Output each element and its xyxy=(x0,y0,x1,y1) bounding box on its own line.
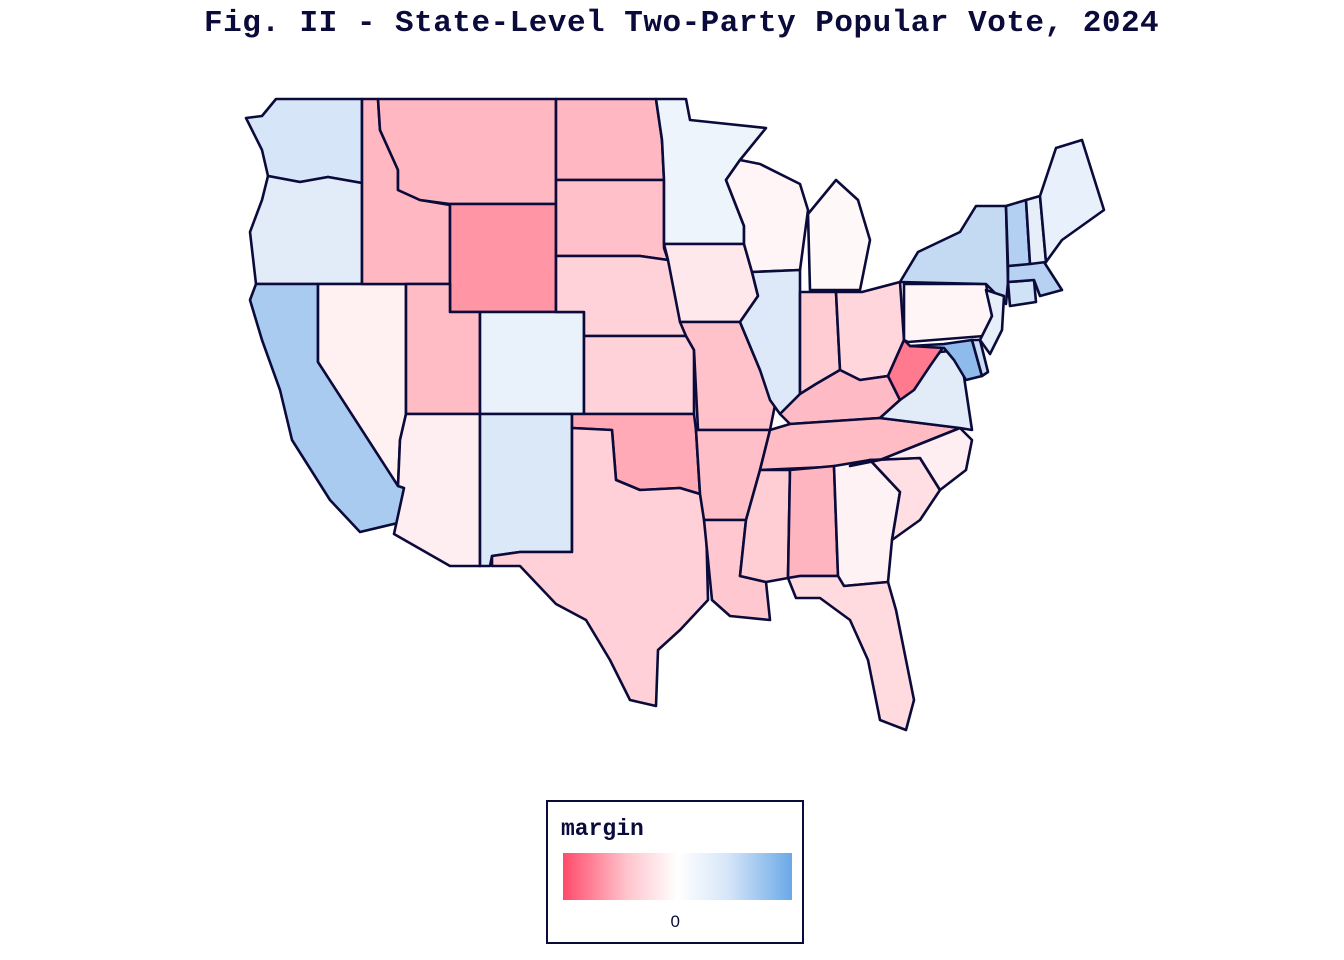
state-CT[interactable] xyxy=(1006,278,1038,308)
state-IA[interactable] xyxy=(662,242,760,324)
state-AL[interactable] xyxy=(786,464,840,580)
state-FL[interactable] xyxy=(786,574,916,732)
state-OR[interactable] xyxy=(248,174,364,286)
map-title: Fig. II - State-Level Two-Party Popular … xyxy=(204,6,1160,41)
state-NM[interactable] xyxy=(478,412,574,568)
legend-zero-label: 0 xyxy=(670,912,680,931)
state-WA[interactable] xyxy=(244,97,364,185)
legend-color-bar xyxy=(563,853,792,900)
state-CO[interactable] xyxy=(478,310,586,416)
color-legend: margin 0 xyxy=(546,800,804,944)
state-MD[interactable] xyxy=(908,338,984,382)
state-NC[interactable] xyxy=(848,426,974,492)
state-WI[interactable] xyxy=(724,158,810,274)
state-NJ[interactable] xyxy=(978,288,1006,356)
state-KS[interactable] xyxy=(582,334,696,416)
state-ME[interactable] xyxy=(1038,138,1106,264)
state-AZ[interactable] xyxy=(392,412,482,568)
state-MI[interactable] xyxy=(806,178,872,292)
state-TX[interactable] xyxy=(490,426,710,708)
state-MT[interactable] xyxy=(376,97,558,206)
state-ND[interactable] xyxy=(554,97,666,182)
state-SD[interactable] xyxy=(554,178,670,262)
state-PA[interactable] xyxy=(902,282,994,344)
state-DE[interactable] xyxy=(970,338,990,378)
state-WY[interactable] xyxy=(448,202,558,314)
legend-title: margin xyxy=(561,816,644,842)
